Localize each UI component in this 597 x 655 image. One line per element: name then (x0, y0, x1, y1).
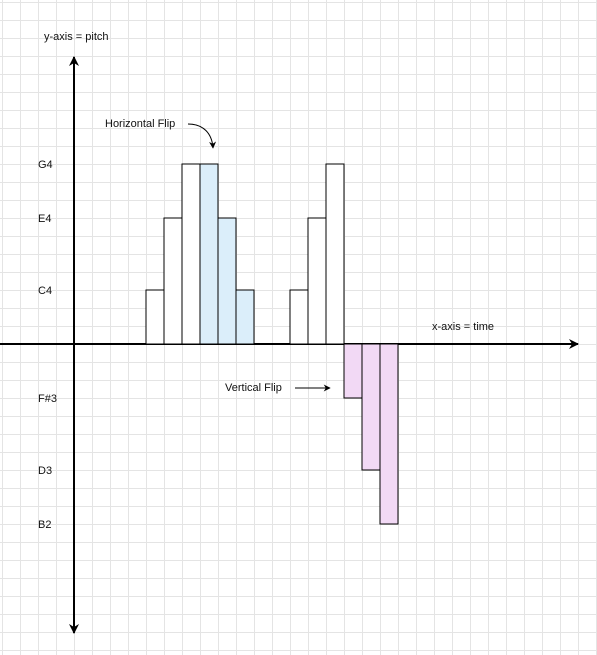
pitch-label-fsharp3: F#3 (38, 393, 57, 405)
note-hflip-c4 (235, 289, 255, 345)
y-axis-label: y-axis = pitch (44, 31, 109, 43)
note-second-c4 (289, 289, 309, 345)
pitch-label-g4: G4 (38, 159, 53, 171)
note-original-c4 (145, 289, 165, 345)
note-vflip-d3 (361, 343, 381, 471)
note-original-g4 (181, 163, 201, 345)
note-hflip-e4 (217, 217, 237, 345)
note-second-e4 (307, 217, 327, 345)
note-vflip-fsharp3 (343, 343, 363, 399)
pitch-label-d3: D3 (38, 465, 52, 477)
horizontal-flip-label: Horizontal Flip (105, 118, 175, 130)
note-second-g4 (325, 163, 345, 345)
note-hflip-g4 (199, 163, 219, 345)
note-original-e4 (163, 217, 183, 345)
pitch-label-b2: B2 (38, 519, 51, 531)
pitch-label-e4: E4 (38, 213, 51, 225)
x-axis-label: x-axis = time (432, 321, 494, 333)
note-vflip-b2 (379, 343, 399, 525)
vertical-flip-label: Vertical Flip (225, 382, 282, 394)
pitch-label-c4: C4 (38, 285, 52, 297)
curved-arrow-icon (187, 123, 217, 149)
